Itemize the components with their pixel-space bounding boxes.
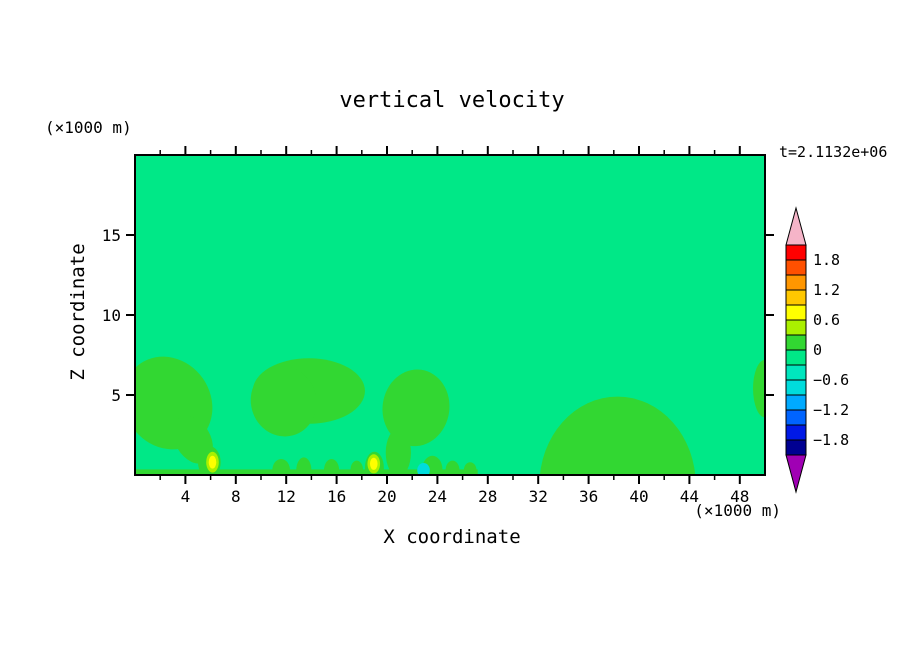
colorbar-band — [785, 349, 807, 366]
x-tick-label: 4 — [181, 487, 191, 506]
colorbar-band — [785, 364, 807, 381]
colorbar-tick-label: −1.2 — [813, 401, 849, 419]
colorbar-tick-label: −0.6 — [813, 371, 849, 389]
colorbar-band — [785, 244, 807, 261]
colorbar-band — [785, 379, 807, 396]
colorbar-tick-label: 1.2 — [813, 281, 840, 299]
contour-region — [385, 428, 411, 475]
contour-region — [445, 460, 460, 475]
contour-region — [250, 366, 317, 437]
x-tick-label: 28 — [478, 487, 497, 506]
z-tick-label: 15 — [102, 226, 121, 245]
colorbar-band — [785, 289, 807, 306]
contour-region — [463, 462, 477, 475]
contour-region — [208, 455, 217, 469]
contour-region — [539, 396, 696, 475]
z-tick-label: 10 — [102, 306, 121, 325]
colorbar-band — [785, 439, 807, 456]
contour-region — [296, 457, 312, 475]
colorbar-band — [785, 319, 807, 336]
colorbar-tick-label: 0.6 — [813, 311, 840, 329]
contour-region — [369, 457, 378, 470]
contour-region — [272, 459, 290, 475]
z-tick-label: 5 — [111, 386, 121, 405]
colorbar-band — [785, 304, 807, 321]
chart-title: vertical velocity — [339, 88, 564, 113]
contour-region — [382, 369, 450, 447]
contour-field — [135, 155, 765, 475]
x-tick-label: 36 — [579, 487, 598, 506]
colorbar-band — [785, 394, 807, 411]
colorbar-tick-label: −1.8 — [813, 431, 849, 449]
x-axis-label: X coordinate — [383, 526, 520, 548]
x-tick-label: 16 — [327, 487, 346, 506]
y-axis-unit-label: (×1000 m) — [45, 118, 132, 137]
x-tick-label: 40 — [629, 487, 648, 506]
contour-region — [324, 459, 340, 475]
time-annotation: t=2.1132e+06 — [779, 143, 887, 161]
x-tick-label: 24 — [428, 487, 447, 506]
x-tick-label: 32 — [529, 487, 548, 506]
colorbar-band — [785, 409, 807, 426]
colorbar-band — [785, 274, 807, 291]
x-tick-label: 12 — [277, 487, 296, 506]
colorbar-band — [785, 424, 807, 441]
contour-region — [417, 463, 430, 475]
x-tick-label: 44 — [680, 487, 699, 506]
y-axis-label: Z coordinate — [67, 243, 89, 380]
contour-region — [753, 359, 765, 418]
x-tick-label: 8 — [231, 487, 241, 506]
x-tick-label: 48 — [730, 487, 749, 506]
colorbar-over-range-arrow — [785, 206, 807, 246]
contour-region — [350, 460, 364, 475]
colorbar: 1.8 1.2 0.6 0 −0.6 −1.2 −1.8 — [785, 206, 849, 494]
x-tick-label: 20 — [377, 487, 396, 506]
colorbar-tick-label: 0 — [813, 341, 822, 359]
colorbar-band — [785, 259, 807, 276]
colorbar-band — [785, 334, 807, 351]
x-axis-unit-label: (×1000 m) — [694, 501, 781, 520]
colorbar-under-range-arrow — [785, 454, 807, 494]
colorbar-tick-label: 1.8 — [813, 251, 840, 269]
